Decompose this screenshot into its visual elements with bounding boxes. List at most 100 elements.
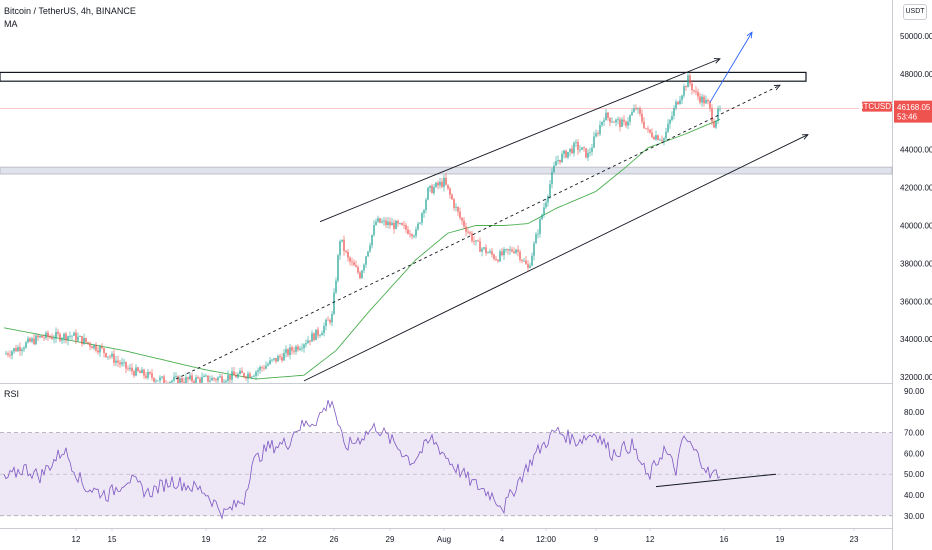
trendline-channel-bottom[interactable]	[303, 135, 808, 382]
candle-body	[651, 132, 653, 138]
candle-body	[287, 349, 289, 356]
candle-body	[477, 240, 479, 242]
candle-body	[541, 214, 543, 220]
candle-body	[305, 343, 307, 345]
rsi-tick-label: 90.00	[904, 387, 925, 396]
candle	[257, 367, 259, 377]
candle-body	[617, 119, 619, 121]
rsi-tick-label: 80.00	[904, 408, 925, 417]
trendline-projection[interactable]	[709, 32, 752, 103]
candle-body	[385, 220, 387, 225]
candle-body	[467, 231, 469, 233]
candle-body	[227, 375, 229, 381]
candle	[569, 148, 571, 157]
candle-body	[259, 367, 261, 371]
candle-body	[161, 376, 163, 378]
candle	[661, 135, 663, 144]
candle-body	[295, 346, 297, 352]
candle-body	[33, 338, 35, 345]
candle	[629, 114, 631, 126]
candle	[461, 216, 463, 225]
trendline-channel-mid[interactable]	[175, 85, 780, 380]
candle-body	[441, 181, 443, 187]
candle	[113, 349, 115, 366]
candle	[225, 379, 227, 383]
candle	[617, 116, 619, 125]
candle	[583, 146, 585, 152]
candle-body	[15, 348, 17, 352]
candle-body	[245, 376, 247, 379]
candle-body	[521, 259, 523, 262]
candle	[161, 375, 163, 380]
candle	[699, 92, 701, 105]
time-tick-label: 9	[594, 535, 599, 544]
candle-body	[135, 367, 137, 376]
indicator-label-ma[interactable]: MA	[4, 19, 18, 29]
candle	[211, 375, 213, 381]
candle-body	[201, 376, 203, 383]
candle	[639, 106, 641, 117]
candle	[447, 184, 449, 191]
candle-body	[575, 142, 577, 143]
candle-body	[225, 380, 227, 382]
candle-body	[643, 121, 645, 128]
candle	[235, 372, 237, 378]
candle	[265, 361, 267, 370]
candle-body	[219, 376, 221, 378]
candle	[259, 365, 261, 374]
candle	[547, 194, 549, 207]
candle	[31, 336, 33, 344]
candle	[271, 359, 273, 363]
candle-body	[211, 377, 213, 381]
indicator-label-rsi[interactable]: RSI	[4, 389, 20, 399]
candle	[129, 363, 131, 372]
currency-button[interactable]: USDT	[903, 4, 927, 20]
candle	[625, 120, 627, 129]
candle-body	[545, 202, 547, 208]
candle	[273, 357, 275, 362]
candle-body	[39, 335, 41, 338]
candle	[93, 344, 95, 351]
candle	[441, 178, 443, 189]
candle-body	[25, 342, 27, 348]
candle	[559, 159, 561, 165]
candle-body	[299, 348, 301, 350]
candle-body	[399, 223, 401, 224]
candle-body	[41, 335, 43, 338]
candle	[91, 345, 93, 349]
candle	[53, 334, 55, 344]
candle-body	[19, 347, 21, 352]
candle-body	[453, 199, 455, 208]
candle-body	[457, 206, 459, 212]
candle-body	[715, 120, 717, 128]
candle-body	[671, 115, 673, 120]
candle-body	[493, 254, 495, 259]
candle-body	[321, 332, 323, 336]
candle-body	[631, 112, 633, 116]
candle-body	[553, 165, 555, 173]
candle	[439, 177, 441, 189]
candle	[697, 88, 699, 101]
candle-body	[609, 117, 611, 123]
candle-body	[401, 223, 403, 225]
candle	[283, 349, 285, 361]
price-tick-label: 48000.00	[900, 70, 932, 79]
candle-body	[569, 148, 571, 152]
candle-body	[233, 371, 235, 376]
candle	[693, 89, 695, 94]
candle-body	[427, 187, 429, 200]
candle-body	[205, 375, 207, 377]
candle	[471, 230, 473, 243]
candle	[571, 145, 573, 155]
candle-body	[423, 209, 425, 214]
candle-body	[351, 261, 353, 263]
candle	[117, 355, 119, 367]
candle-body	[173, 376, 175, 381]
candle	[621, 117, 623, 128]
trendline-channel-top[interactable]	[319, 59, 720, 223]
candle	[527, 260, 529, 271]
drawings[interactable]	[175, 32, 808, 382]
candle	[217, 376, 219, 383]
candle-body	[419, 222, 421, 224]
